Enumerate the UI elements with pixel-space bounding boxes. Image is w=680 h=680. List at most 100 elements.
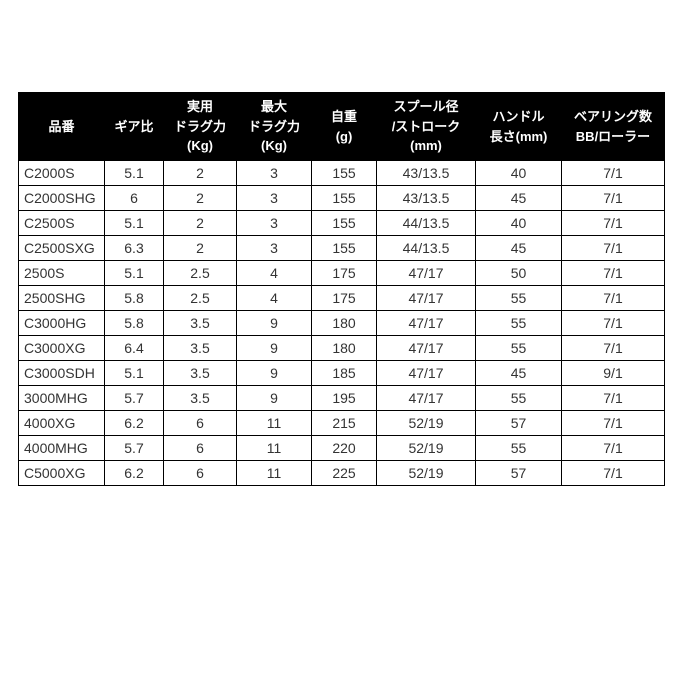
cell-handle-length: 55 — [475, 285, 562, 311]
cell-gear-ratio: 5.1 — [104, 210, 164, 236]
cell-handle-length: 40 — [475, 160, 562, 186]
cell-weight: 155 — [311, 185, 377, 211]
cell-bearings: 7/1 — [561, 185, 665, 211]
cell-bearings: 7/1 — [561, 335, 665, 361]
column-header-max-drag: 最大 ドラグ力 (Kg) — [236, 92, 312, 161]
cell-handle-length: 55 — [475, 435, 562, 461]
cell-max-drag: 4 — [236, 285, 312, 311]
cell-model: 2500SHG — [18, 285, 105, 311]
cell-handle-length: 45 — [475, 185, 562, 211]
cell-max-drag: 9 — [236, 360, 312, 386]
cell-gear-ratio: 5.8 — [104, 285, 164, 311]
cell-practical-drag: 2.5 — [163, 260, 237, 286]
cell-max-drag: 4 — [236, 260, 312, 286]
table-row: 4000XG 6.2 6 11 215 52/19 57 7/1 — [18, 410, 665, 436]
cell-spool-stroke: 52/19 — [376, 460, 476, 486]
cell-spool-stroke: 47/17 — [376, 260, 476, 286]
cell-handle-length: 55 — [475, 385, 562, 411]
cell-weight: 220 — [311, 435, 377, 461]
cell-max-drag: 3 — [236, 235, 312, 261]
cell-model: 3000MHG — [18, 385, 105, 411]
cell-gear-ratio: 6.2 — [104, 410, 164, 436]
table-body: C2000S 5.1 2 3 155 43/13.5 40 7/1 C2000SHG 6 2 3 155… — [18, 160, 665, 486]
cell-model: C2000SHG — [18, 185, 105, 211]
table-row: 4000MHG 5.7 6 11 220 52/19 55 7/1 — [18, 435, 665, 461]
table-row: 2500SHG 5.8 2.5 4 175 47/17 55 7/1 — [18, 285, 665, 311]
column-header-handle-length: ハンドル 長さ(mm) — [475, 92, 562, 161]
cell-bearings: 7/1 — [561, 235, 665, 261]
table-row: C3000SDH 5.1 3.5 9 185 47/17 45 9/1 — [18, 360, 665, 386]
cell-bearings: 7/1 — [561, 160, 665, 186]
cell-weight: 180 — [311, 335, 377, 361]
table-row: C3000XG 6.4 3.5 9 180 47/17 55 7/1 — [18, 335, 665, 361]
table-row: C2500SXG 6.3 2 3 155 44/13.5 45 7/1 — [18, 235, 665, 261]
cell-max-drag: 9 — [236, 335, 312, 361]
cell-model: C5000XG — [18, 460, 105, 486]
table-row: C3000HG 5.8 3.5 9 180 47/17 55 7/1 — [18, 310, 665, 336]
cell-weight: 175 — [311, 285, 377, 311]
cell-spool-stroke: 52/19 — [376, 410, 476, 436]
table-row: C2500S 5.1 2 3 155 44/13.5 40 7/1 — [18, 210, 665, 236]
cell-bearings: 9/1 — [561, 360, 665, 386]
cell-practical-drag: 2 — [163, 235, 237, 261]
cell-practical-drag: 2 — [163, 185, 237, 211]
cell-weight: 225 — [311, 460, 377, 486]
cell-spool-stroke: 47/17 — [376, 310, 476, 336]
cell-model: C3000HG — [18, 310, 105, 336]
cell-max-drag: 9 — [236, 310, 312, 336]
cell-practical-drag: 2 — [163, 210, 237, 236]
cell-handle-length: 45 — [475, 360, 562, 386]
cell-bearings: 7/1 — [561, 310, 665, 336]
cell-max-drag: 3 — [236, 160, 312, 186]
cell-spool-stroke: 47/17 — [376, 335, 476, 361]
cell-handle-length: 57 — [475, 410, 562, 436]
cell-gear-ratio: 5.1 — [104, 160, 164, 186]
cell-max-drag: 3 — [236, 210, 312, 236]
cell-practical-drag: 3.5 — [163, 360, 237, 386]
cell-weight: 195 — [311, 385, 377, 411]
cell-spool-stroke: 43/13.5 — [376, 160, 476, 186]
table-row: C5000XG 6.2 6 11 225 52/19 57 7/1 — [18, 460, 665, 486]
cell-handle-length: 57 — [475, 460, 562, 486]
cell-model: 4000MHG — [18, 435, 105, 461]
cell-handle-length: 55 — [475, 335, 562, 361]
cell-practical-drag: 3.5 — [163, 310, 237, 336]
cell-practical-drag: 3.5 — [163, 385, 237, 411]
cell-practical-drag: 6 — [163, 460, 237, 486]
cell-bearings: 7/1 — [561, 385, 665, 411]
cell-weight: 155 — [311, 210, 377, 236]
cell-practical-drag: 3.5 — [163, 335, 237, 361]
cell-max-drag: 11 — [236, 410, 312, 436]
cell-gear-ratio: 5.8 — [104, 310, 164, 336]
cell-spool-stroke: 44/13.5 — [376, 210, 476, 236]
cell-spool-stroke: 47/17 — [376, 285, 476, 311]
cell-bearings: 7/1 — [561, 410, 665, 436]
cell-model: C3000XG — [18, 335, 105, 361]
cell-spool-stroke: 43/13.5 — [376, 185, 476, 211]
cell-model: C2000S — [18, 160, 105, 186]
cell-max-drag: 3 — [236, 185, 312, 211]
cell-practical-drag: 6 — [163, 435, 237, 461]
column-header-model: 品番 — [18, 92, 105, 161]
cell-spool-stroke: 47/17 — [376, 360, 476, 386]
cell-model: C3000SDH — [18, 360, 105, 386]
cell-handle-length: 55 — [475, 310, 562, 336]
cell-gear-ratio: 6.3 — [104, 235, 164, 261]
cell-handle-length: 45 — [475, 235, 562, 261]
cell-model: C2500S — [18, 210, 105, 236]
cell-max-drag: 9 — [236, 385, 312, 411]
cell-spool-stroke: 44/13.5 — [376, 235, 476, 261]
cell-handle-length: 50 — [475, 260, 562, 286]
cell-handle-length: 40 — [475, 210, 562, 236]
cell-weight: 180 — [311, 310, 377, 336]
cell-gear-ratio: 5.7 — [104, 385, 164, 411]
cell-model: 2500S — [18, 260, 105, 286]
cell-max-drag: 11 — [236, 460, 312, 486]
cell-model: 4000XG — [18, 410, 105, 436]
column-header-spool-stroke: スプール径 /ストローク (mm) — [376, 92, 476, 161]
cell-weight: 155 — [311, 235, 377, 261]
column-header-bearings: ベアリング数 BB/ローラー — [561, 92, 665, 161]
table-row: C2000S 5.1 2 3 155 43/13.5 40 7/1 — [18, 160, 665, 186]
cell-max-drag: 11 — [236, 435, 312, 461]
cell-practical-drag: 2.5 — [163, 285, 237, 311]
